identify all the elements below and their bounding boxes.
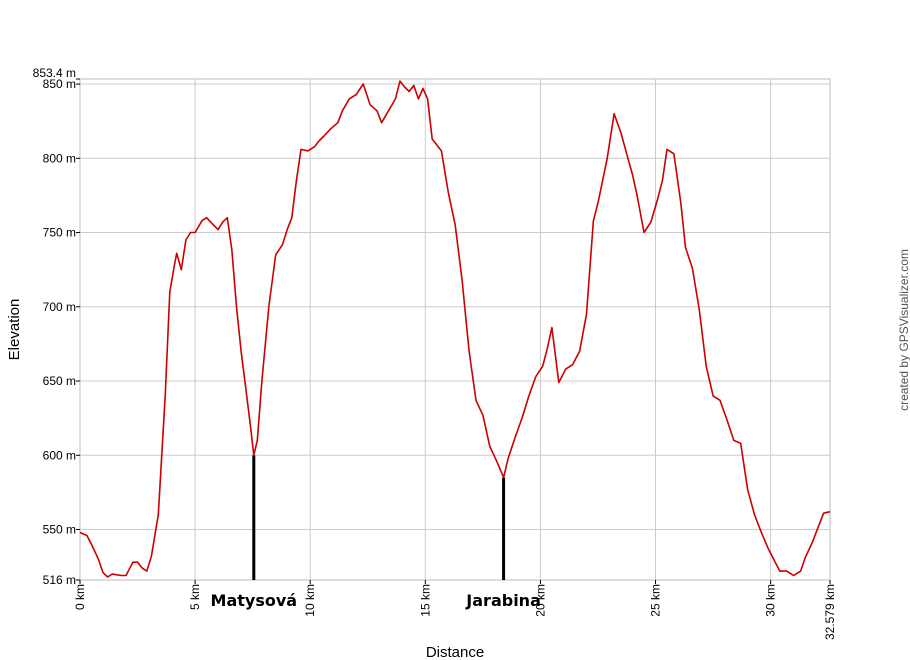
grid: [79, 78, 831, 581]
waypoint-marker-label: Matysová: [211, 591, 298, 610]
x-tick-label: 32.579 km: [823, 584, 837, 640]
y-tick-label: 550 m: [43, 523, 76, 537]
x-tick-label: 10 km: [303, 584, 317, 617]
y-tick-label: 516 m: [43, 573, 76, 587]
credit-text: created by GPSVisualizer.com: [897, 249, 910, 411]
waypoint-marker-label: Jarabina: [465, 591, 541, 610]
x-tick-label: 0 km: [73, 584, 87, 610]
waypoint-markers: Matysová Jarabina: [211, 455, 541, 610]
x-tick-label: 30 km: [764, 584, 778, 617]
x-tick-label: 15 km: [418, 584, 432, 617]
axis-ticks: 516 m 550 m 600 m 650 m 700 m 750 m 800 m 850 m…: [33, 66, 837, 640]
x-axis-title: Distance: [426, 644, 484, 660]
y-axis-title: Elevation: [6, 299, 23, 361]
y-tick-label: 750 m: [43, 226, 76, 240]
y-tick-label: 850 m: [43, 77, 76, 91]
x-tick-label: 25 km: [649, 584, 663, 617]
x-tick-label: 20 km: [533, 584, 547, 617]
y-tick-label: 800 m: [43, 151, 76, 165]
plot-area-border: [79, 78, 831, 581]
y-tick-label: 600 m: [43, 448, 76, 462]
y-tick-label: 853.4 m: [33, 66, 76, 80]
elevation-profile-line: [79, 80, 831, 578]
y-tick-label: 700 m: [43, 300, 76, 314]
x-tick-label: 5 km: [188, 584, 202, 610]
y-tick-label: 650 m: [43, 374, 76, 388]
